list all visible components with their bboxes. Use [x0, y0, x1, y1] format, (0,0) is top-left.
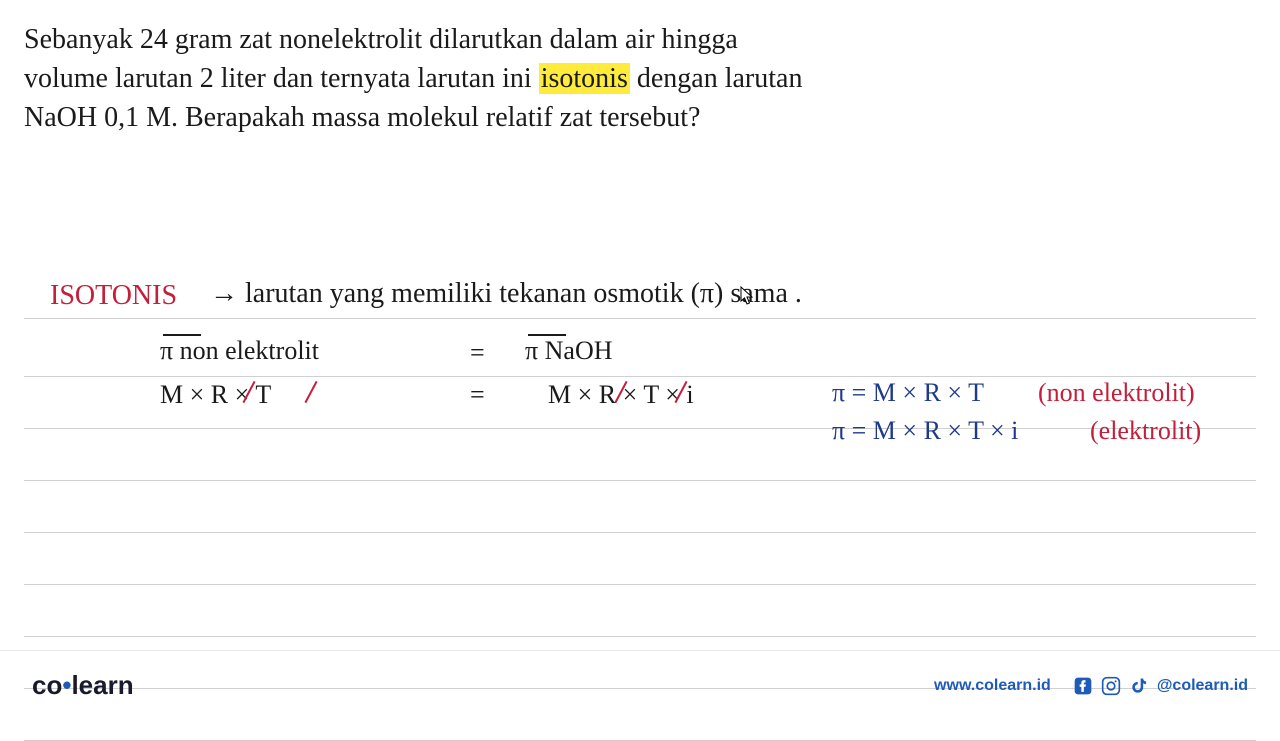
eq2-left: M × R × T — [160, 380, 271, 410]
logo-co: co — [32, 670, 62, 700]
note-isotonis-label: ISOTONIS — [50, 280, 177, 312]
brand-logo: co•learn — [32, 670, 134, 701]
problem-line2-pre: volume larutan 2 liter dan ternyata laru… — [24, 63, 539, 94]
tiktok-icon[interactable] — [1129, 676, 1149, 696]
social-icons: @colearn.id — [1073, 676, 1248, 696]
footer: co•learn www.colearn.id @colearn.id — [0, 650, 1280, 720]
eq1-right: π NaOH — [525, 336, 613, 366]
footer-right: www.colearn.id @colearn.id — [934, 676, 1248, 696]
problem-line2-post: dengan larutan — [630, 63, 803, 94]
formula2-lhs: π = M × R × T × i — [832, 416, 1018, 446]
mouse-cursor-icon — [740, 286, 756, 306]
logo-learn: learn — [71, 670, 133, 700]
instagram-icon[interactable] — [1101, 676, 1121, 696]
eq1-left: π non elektrolit — [160, 336, 319, 366]
note-isotonis-def: → larutan yang memiliki tekanan osmotik … — [210, 278, 802, 310]
formula2-note: (elektrolit) — [1090, 416, 1201, 446]
problem-statement: Sebanyak 24 gram zat nonelektrolit dilar… — [24, 20, 1256, 138]
problem-line1: Sebanyak 24 gram zat nonelektrolit dilar… — [24, 24, 738, 55]
problem-line3: NaOH 0,1 M. Berapakah massa molekul rela… — [24, 102, 700, 133]
social-handle[interactable]: @colearn.id — [1157, 677, 1248, 695]
eq2-right: M × R × T × i — [548, 380, 694, 410]
formula1-lhs: π = M × R × T — [832, 378, 984, 408]
eq2-eq: = — [470, 380, 485, 410]
highlighted-word: isotonis — [539, 63, 630, 94]
facebook-icon[interactable] — [1073, 676, 1093, 696]
website-link[interactable]: www.colearn.id — [934, 677, 1051, 695]
strike-T-left — [304, 380, 317, 402]
eq1-eq: = — [470, 338, 485, 368]
formula1-note: (non elektrolit) — [1038, 378, 1195, 408]
